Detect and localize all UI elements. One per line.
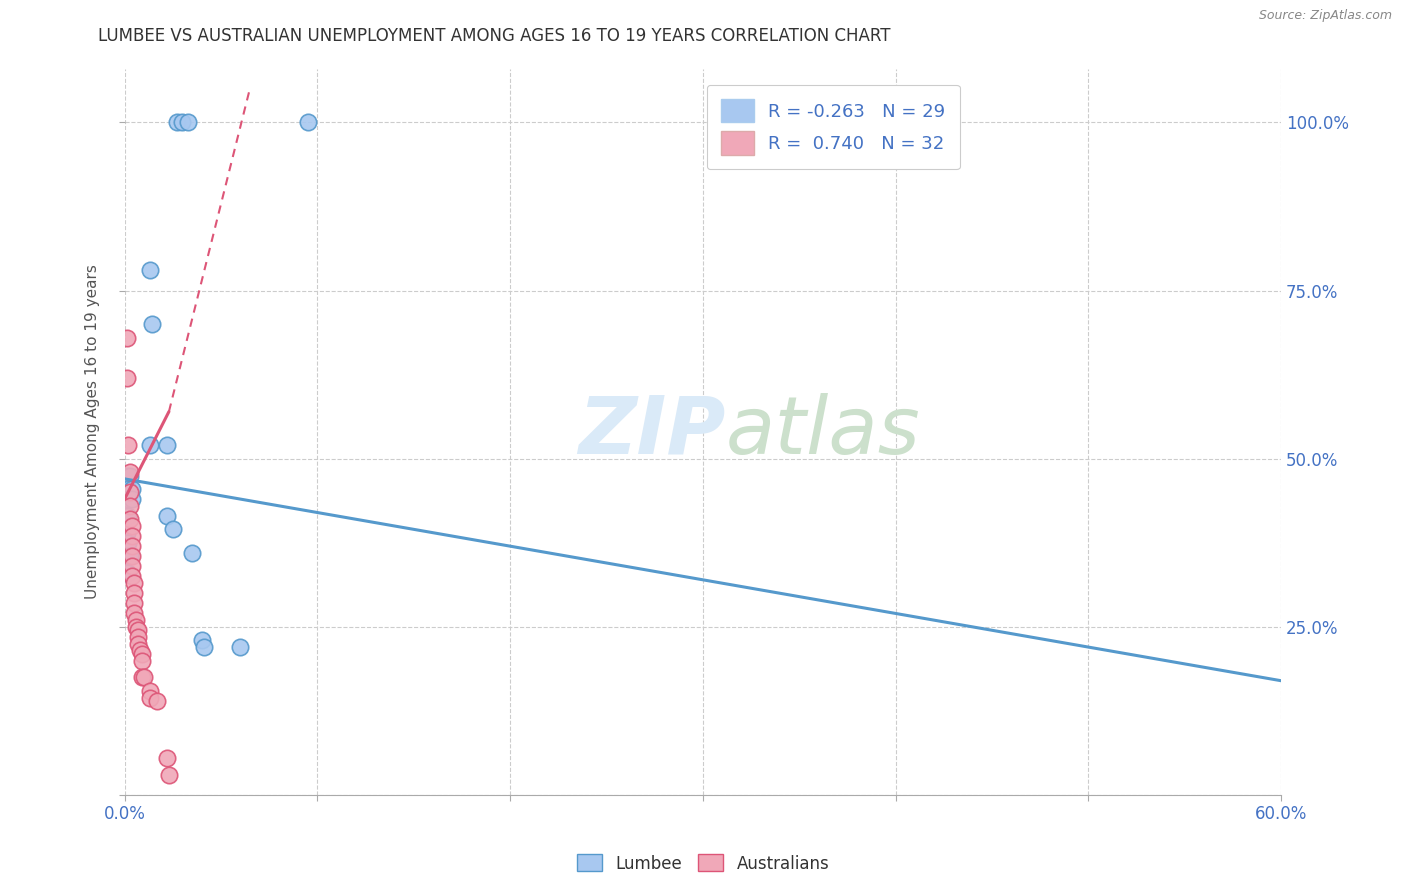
Point: [138, 690, 160, 705]
Text: ZIP: ZIP: [578, 392, 725, 471]
Point: [117, 482, 139, 496]
Point: [125, 620, 148, 634]
Point: [120, 465, 142, 479]
Point: [121, 559, 143, 574]
Point: [157, 768, 180, 782]
Point: [127, 624, 149, 638]
Legend: Lumbee, Australians: Lumbee, Australians: [569, 847, 837, 880]
Point: [117, 438, 139, 452]
Point: [120, 512, 142, 526]
Point: [115, 536, 138, 550]
Point: [115, 371, 138, 385]
Point: [117, 549, 139, 564]
Point: [115, 566, 138, 580]
Point: [122, 576, 145, 591]
Point: [297, 115, 319, 129]
Point: [131, 670, 153, 684]
Point: [132, 670, 155, 684]
Point: [115, 468, 138, 483]
Point: [117, 508, 139, 523]
Y-axis label: Unemployment Among Ages 16 to 19 years: Unemployment Among Ages 16 to 19 years: [86, 264, 100, 599]
Point: [172, 115, 194, 129]
Point: [122, 596, 145, 610]
Point: [166, 115, 188, 129]
Point: [131, 647, 153, 661]
Point: [146, 694, 169, 708]
Point: [193, 640, 215, 654]
Point: [156, 508, 179, 523]
Point: [121, 539, 143, 553]
Point: [177, 115, 200, 129]
Text: atlas: atlas: [725, 392, 921, 471]
Point: [121, 491, 143, 506]
Point: [122, 607, 145, 621]
Point: [115, 525, 138, 540]
Point: [127, 637, 149, 651]
Point: [121, 529, 143, 543]
Point: [115, 330, 138, 344]
Point: [181, 546, 204, 560]
Point: [120, 468, 142, 483]
Point: [121, 519, 143, 533]
Point: [121, 549, 143, 564]
Point: [229, 640, 252, 654]
Point: [120, 499, 142, 513]
Point: [138, 683, 160, 698]
Point: [122, 586, 145, 600]
Point: [129, 643, 152, 657]
Point: [131, 653, 153, 667]
Point: [115, 508, 138, 523]
Point: [120, 485, 142, 500]
Point: [138, 438, 160, 452]
Text: Source: ZipAtlas.com: Source: ZipAtlas.com: [1258, 9, 1392, 22]
Point: [121, 482, 143, 496]
Point: [162, 522, 184, 536]
Legend: R = -0.263   N = 29, R =  0.740   N = 32: R = -0.263 N = 29, R = 0.740 N = 32: [707, 85, 960, 169]
Point: [156, 751, 179, 765]
Point: [121, 569, 143, 583]
Point: [127, 630, 149, 644]
Point: [190, 633, 212, 648]
Point: [117, 491, 139, 506]
Point: [138, 263, 160, 277]
Point: [117, 536, 139, 550]
Point: [120, 549, 142, 564]
Point: [125, 613, 148, 627]
Point: [141, 317, 163, 331]
Text: LUMBEE VS AUSTRALIAN UNEMPLOYMENT AMONG AGES 16 TO 19 YEARS CORRELATION CHART: LUMBEE VS AUSTRALIAN UNEMPLOYMENT AMONG …: [98, 27, 891, 45]
Point: [156, 438, 179, 452]
Point: [117, 566, 139, 580]
